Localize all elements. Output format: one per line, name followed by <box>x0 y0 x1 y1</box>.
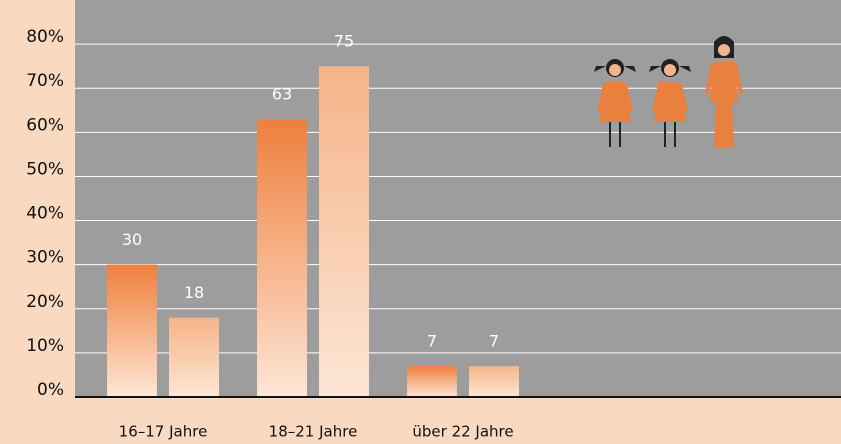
y-tick-label: 70% <box>26 71 64 91</box>
value-label: 7 <box>489 332 499 351</box>
chart: 0% 10% 20% 30% 40% 50% 60% 70% 80% 16–17 Jahre 30 1… <box>0 0 841 444</box>
value-label: 75 <box>334 32 354 51</box>
bar <box>257 119 307 397</box>
x-tick-label: 16–17 Jahre <box>119 423 208 441</box>
x-tick-label: über 22 Jahre <box>412 423 513 441</box>
value-label: 63 <box>272 85 292 104</box>
y-tick-label: 0% <box>37 380 64 400</box>
bar <box>407 366 457 397</box>
y-tick-label: 50% <box>26 159 64 179</box>
y-tick-label: 20% <box>26 292 64 312</box>
value-label: 7 <box>427 332 437 351</box>
value-label: 18 <box>184 283 204 302</box>
bar <box>169 318 219 397</box>
y-tick-label: 40% <box>26 204 64 224</box>
bar <box>319 66 369 397</box>
y-tick-label: 10% <box>26 336 64 356</box>
y-tick-label: 60% <box>26 115 64 135</box>
value-label: 30 <box>122 230 142 249</box>
bar <box>107 265 157 397</box>
y-tick-label: 80% <box>26 27 64 47</box>
y-tick-label: 30% <box>26 248 64 268</box>
bar <box>469 366 519 397</box>
x-tick-label: 18–21 Jahre <box>269 423 358 441</box>
